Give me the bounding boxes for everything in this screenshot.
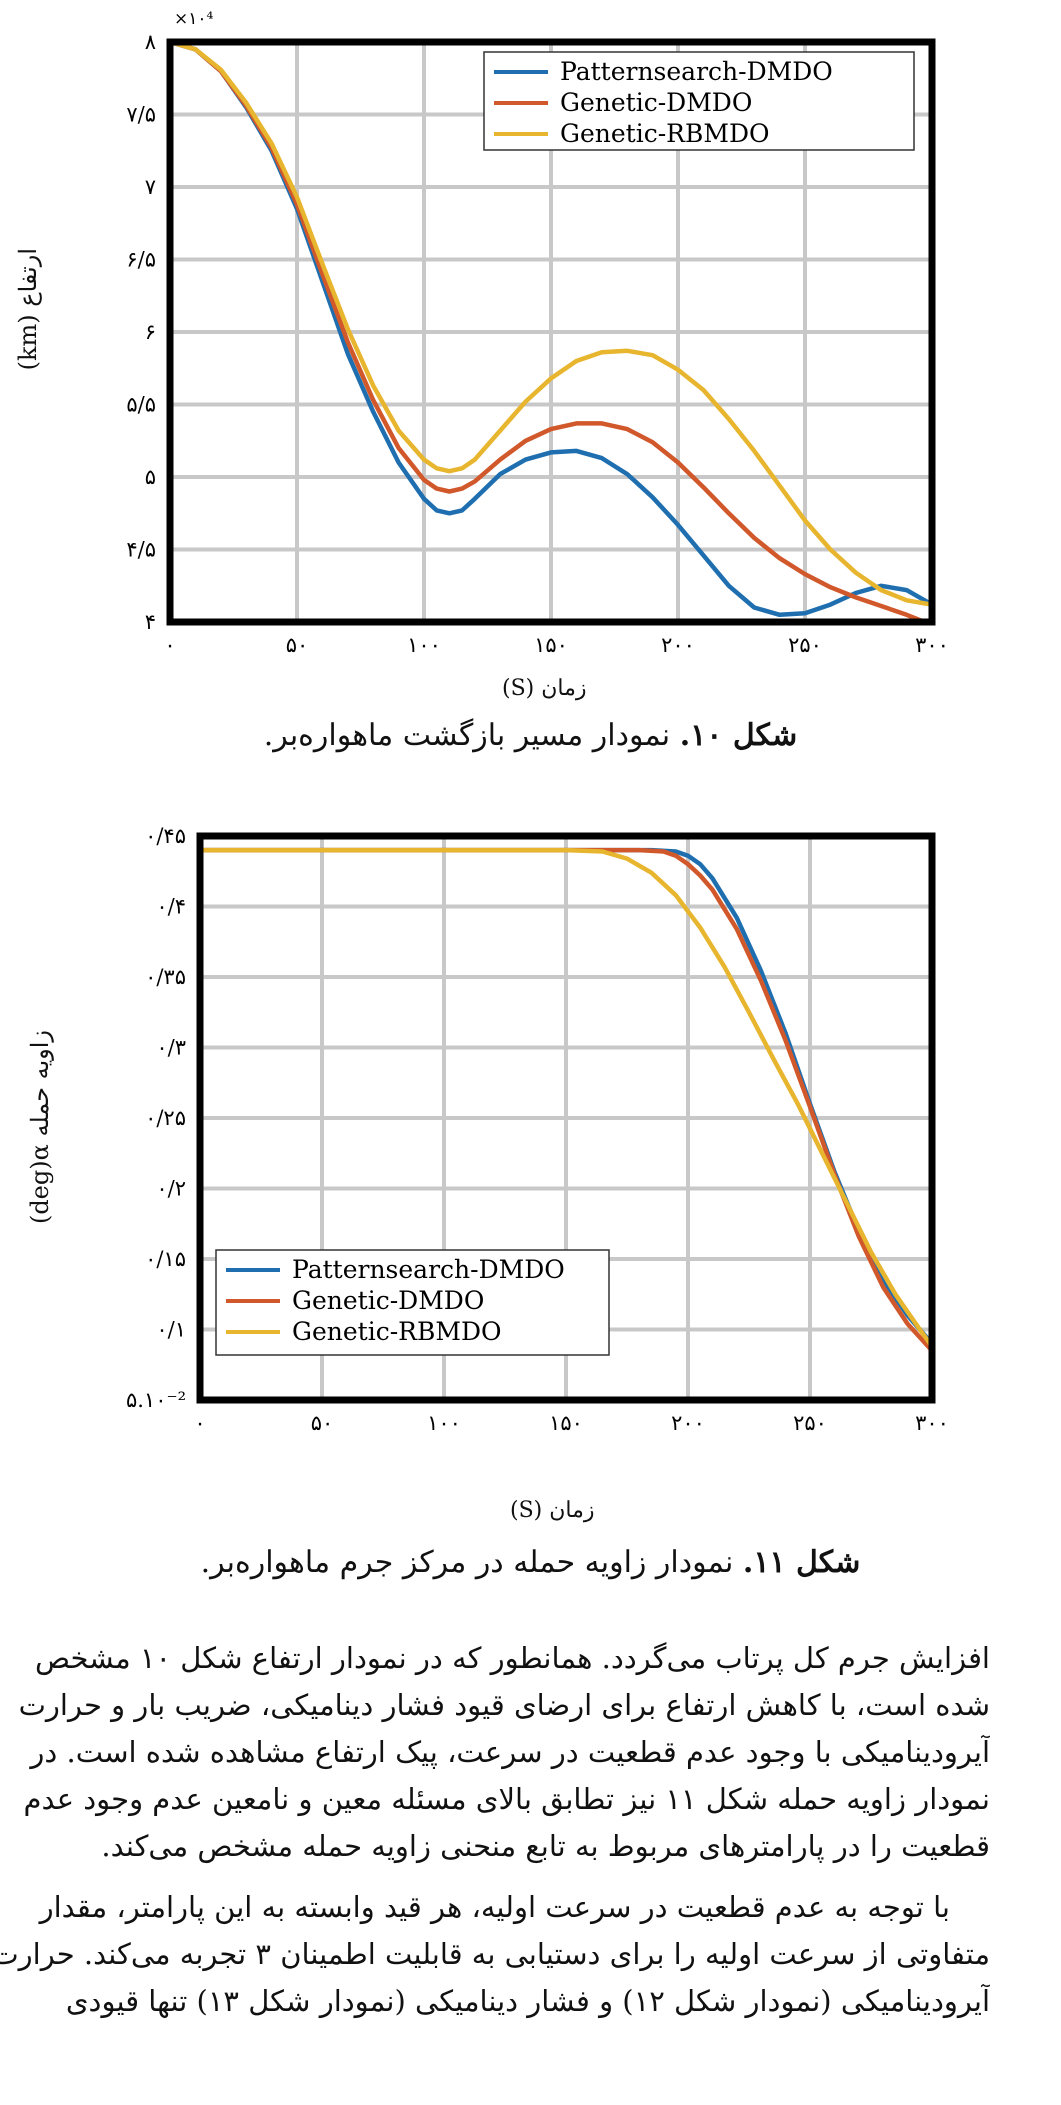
figure-caption-text: نمودار زاویه حمله در مرکز جرم ماهواره‌بر… (200, 1545, 734, 1580)
x-tick-label: ۱۵۰ (549, 1411, 583, 1435)
paragraph-line: شده است، با کاهش ارتفاع برای ارضای قیود … (18, 1688, 990, 1722)
legend-box (215, 1249, 610, 1356)
x-tick-label: ۱۵۰ (534, 633, 568, 657)
paragraph-line: آیرودینامیکی (نمودار شکل ۱۲) و فشار دینا… (65, 1984, 990, 2018)
y-tick-label: ۰/۲ (156, 1177, 186, 1201)
y-axis-title: ارتفاع (km) (14, 248, 42, 371)
figure-caption: شکل ۱۱. نمودار زاویه حمله در مرکز جرم ما… (0, 1545, 1061, 1580)
y-tick-label: ۴/۵ (126, 538, 156, 562)
x-tick-label: ۳۰۰ (915, 633, 949, 657)
x-tick-label: ۵۰ (286, 633, 309, 657)
paragraph-line: افزایش جرم کل پرتاب می‌گردد. همانطور که … (35, 1641, 990, 1675)
legend-label: Patternsearch-DMDO (292, 1255, 565, 1284)
y-tick-label: ۷ (145, 175, 156, 199)
altitude-chart: ۰ ۵۰ ۱۰۰ ۱۵۰ ۲۰۰ ۲۵۰ ۳۰۰ ۴ ۴/۵ ۵ ۵/۵ ۶ ۶/۵ ۷ ۷/۵ ۸ ×۱۰⁴ P… (126, 9, 949, 657)
figure-caption: شکل ۱۰. نمودار مسیر بازگشت ماهواره‌بر. (0, 718, 1061, 753)
y-tick-label: ۰/۱۵ (145, 1247, 186, 1271)
y-tick-label: ۵.۱۰⁻² (126, 1388, 186, 1412)
x-tick-label: ۲۰۰ (671, 1411, 705, 1435)
y-tick-label: ۶ (145, 320, 156, 344)
x-tick-label: ۲۰۰ (661, 633, 695, 657)
paragraph-line: متفاوتی از سرعت اولیه را برای دستیابی به… (0, 1937, 990, 1971)
x-tick-label: ۰ (164, 633, 175, 657)
x-tick-label: ۱۰۰ (427, 1411, 461, 1435)
x-tick-label: ۲۵۰ (793, 1411, 827, 1435)
y-tick-label: ۷/۵ (126, 103, 156, 127)
legend-label: Genetic-DMDO (560, 88, 752, 117)
figure-number: شکل ۱۰. (679, 718, 798, 753)
x-tick-label: ۰ (194, 1411, 205, 1435)
figure-caption-text: نمودار مسیر بازگشت ماهواره‌بر. (263, 718, 671, 753)
y-tick-label: ۰/۴۵ (145, 824, 186, 848)
y-tick-label: ۶/۵ (126, 248, 156, 272)
y-axis-title: (deg)α زاویه حمله (26, 1030, 54, 1225)
y-tick-label: ۰/۲۵ (145, 1106, 186, 1130)
plot-frame (166, 38, 936, 626)
x-axis-title: زمان (S) (510, 1498, 595, 1523)
y-tick-label: ۵ (145, 465, 156, 489)
series-line-3 (170, 42, 932, 607)
y-tick-label: ۰/۳ (156, 1036, 186, 1060)
y-tick-label: ۸ (145, 30, 156, 54)
legend-label: Patternsearch-DMDO (560, 57, 833, 86)
legend-box (483, 51, 915, 151)
legend-label: Genetic-RBMDO (292, 1317, 502, 1346)
legend-label: Genetic-RBMDO (560, 119, 770, 148)
y-tick-label: ۰/۳۵ (145, 965, 186, 989)
figure-number: شکل ۱۱. (742, 1545, 861, 1580)
y-tick-label: ۰/۱ (156, 1318, 186, 1342)
x-tick-label: ۲۵۰ (788, 633, 822, 657)
y-tick-label: ۵/۵ (126, 393, 156, 417)
x-axis-title: زمان (S) (502, 676, 587, 701)
legend-label: Genetic-DMDO (292, 1286, 484, 1315)
legend: Patternsearch-DMDOGenetic-DMDOGenetic-RB… (215, 1249, 610, 1356)
series-line-2 (170, 42, 931, 622)
plot-frame (196, 832, 936, 1404)
x-tick-label: ۳۰۰ (915, 1411, 949, 1435)
x-tick-label: ۱۰۰ (407, 633, 441, 657)
y-tick-label: ۰/۴ (156, 895, 186, 919)
legend: Patternsearch-DMDOGenetic-DMDOGenetic-RB… (483, 51, 915, 151)
axis-exponent: ×۱۰⁴ (174, 9, 214, 29)
angle-of-attack-chart: ۰ ۵۰ ۱۰۰ ۱۵۰ ۲۰۰ ۲۵۰ ۳۰۰ ۵.۱۰⁻² ۰/۱ ۰/۱۵ ۰/۲ ۰/۲۵ ۰/… (126, 824, 949, 1435)
series-line-3 (200, 847, 932, 1348)
paragraph-line: با توجه به عدم قطعیت در سرعت اولیه، هر ق… (39, 1890, 950, 1924)
y-tick-label: ۴ (145, 610, 156, 634)
paragraph-line: نمودار زاویه حمله شکل ۱۱ نیز تطابق بالای… (23, 1782, 990, 1816)
paragraph-line: آیرودینامیکی با وجود عدم قطعیت در سرعت، … (30, 1735, 990, 1769)
paragraph-line: قطعیت را در پارامترهای مربوط به تابع منح… (101, 1829, 990, 1863)
x-tick-label: ۵۰ (311, 1411, 334, 1435)
